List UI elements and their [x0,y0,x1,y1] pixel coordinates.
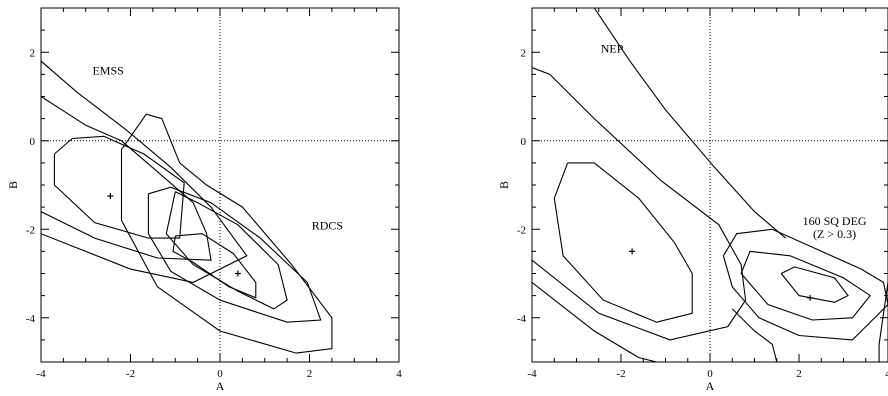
x-tick-label: 4 [396,368,402,380]
annotation-label: EMSS [92,63,123,77]
contour-group [532,8,888,362]
panel-left: -4 -2 0 2 4 -4 -2 0 2 A B EMSS RDCS [6,7,402,393]
y-axis-label: B [6,181,20,189]
best-fit-marker-0 [107,193,114,200]
annotation-label: NEP [601,41,624,55]
x-tick-label: -2 [616,368,625,380]
contour-line-4 [722,228,888,341]
x-tick-label: 0 [707,368,713,380]
y-tick-label: -4 [517,313,527,325]
contour-line-0 [53,135,185,239]
y-axis-label: B [497,181,511,189]
contour-line-2 [41,60,248,283]
y-tick-label: -2 [517,224,526,236]
contour-line-7 [731,308,778,362]
panel-right: -4 -2 0 2 4 -4 -2 0 2 A B NEP 160 SQ DEG(Z > 0.3) [497,7,888,393]
x-tick-label: 2 [796,368,802,380]
contour-line-6 [780,266,849,303]
annotation-label: 160 SQ DEG [803,214,867,228]
contour-line-5 [740,250,872,321]
y-tick-label: 2 [30,47,36,59]
y-tick-label: -4 [26,313,36,325]
contour-line-8 [878,282,888,362]
contour-line-1 [532,67,747,341]
best-fit-marker-1 [234,270,241,277]
contour-line-6 [172,233,257,299]
contour-line-3 [165,191,288,310]
contour-group [41,60,333,354]
contour-line-0 [553,162,693,323]
y-tick-label: 0 [30,136,36,148]
y-tick-label: -2 [26,224,35,236]
x-axis-label: A [706,379,715,393]
x-tick-label: -4 [36,368,46,380]
contour-line-5 [120,113,333,354]
x-tick-label: 4 [885,368,888,380]
contour-line-1 [41,96,212,261]
y-tick-label: 2 [521,47,527,59]
x-axis-label: A [216,379,225,393]
annotation-label: (Z > 0.3) [813,227,856,241]
contour-line-3 [532,281,657,362]
contour-line-2 [593,8,786,239]
best-fit-marker-0 [629,248,636,255]
x-tick-label: -4 [527,368,537,380]
x-tick-label: 2 [307,368,313,380]
x-tick-label: 0 [217,368,223,380]
x-tick-label: -2 [126,368,135,380]
annotation-label: RDCS [312,218,343,232]
contour-line-4 [147,186,322,323]
y-tick-label: 0 [521,136,527,148]
best-fit-marker-1 [807,294,814,301]
